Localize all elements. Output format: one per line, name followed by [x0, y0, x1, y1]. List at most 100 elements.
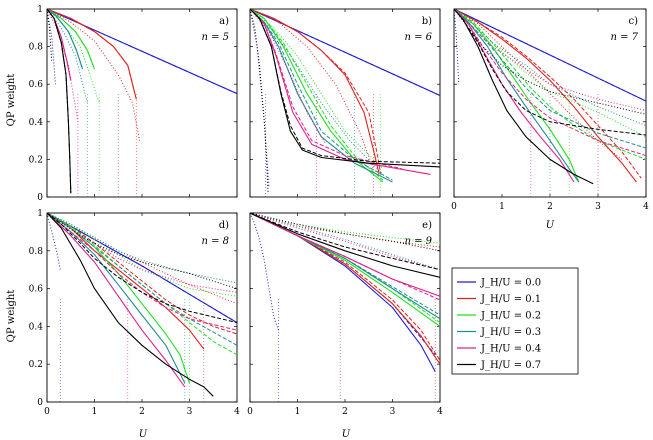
legend-label-J0.1: J_H/U = 0.1	[480, 294, 541, 305]
x-tick-label: 1	[295, 407, 301, 417]
series-dotted-J0.4	[47, 213, 237, 293]
series-solid-J0.4	[250, 213, 440, 297]
series-dotted-J0.3	[250, 213, 440, 271]
legend-label-J0.4: J_H/U = 0.4	[480, 344, 541, 355]
legend-label-J0.0: J_H/U = 0.0	[480, 278, 541, 289]
legend-label-J0.3: J_H/U = 0.3	[480, 327, 541, 338]
series-dotted-J0.3	[47, 213, 237, 284]
y-tick-label: 0.6	[29, 285, 44, 295]
x-tick-label: 3	[390, 407, 396, 417]
series-dotted-J0.0	[47, 213, 61, 270]
y-tick-label: 0.6	[29, 80, 44, 90]
x-tick-label: 3	[595, 202, 601, 212]
series-solid-J0.7	[454, 9, 594, 185]
x-tick-label: 2	[547, 202, 553, 212]
series-solid-J0.4	[454, 9, 575, 183]
xlabel-c: U	[546, 220, 555, 231]
x-tick-label: 2	[342, 407, 348, 417]
x-tick-label: 1	[92, 407, 98, 417]
series-solid-J0.7	[250, 213, 440, 278]
x-tick-label: 4	[643, 202, 649, 212]
series-dotted-J0.2	[250, 9, 384, 170]
x-tick-label: 0	[247, 407, 253, 417]
series-solid-J0.2	[250, 213, 440, 327]
xlabel-e: U	[342, 429, 351, 440]
series-dotted-J0.0	[250, 213, 279, 331]
series-dotted-J0.0	[250, 9, 270, 188]
series-dotted-J0.2	[47, 213, 237, 297]
series-dotted-J0.2	[47, 9, 100, 104]
series-solid-J0.0	[47, 9, 237, 95]
series-solid-J0.7	[47, 9, 72, 194]
ylabel-top: QP weight	[6, 74, 17, 127]
y-tick-label: 0.4	[29, 322, 44, 332]
series-dashed-J0.0	[250, 213, 436, 356]
series-solid-J0.1	[47, 9, 137, 100]
series-dotted-J0.1	[454, 9, 623, 160]
series-dotted-J0.3	[454, 9, 646, 127]
series-group	[250, 213, 440, 402]
series-solid-J0.3	[47, 9, 84, 70]
series-dashed-J0.2	[47, 213, 237, 356]
series-group	[454, 9, 646, 197]
series-dotted-J0.0	[454, 9, 460, 85]
series-dashed-J0.2	[454, 9, 646, 160]
series-dotted-J0.4	[47, 9, 79, 122]
series-dotted-J0.7	[47, 9, 53, 62]
panel-label: c)	[628, 16, 638, 27]
series-dotted-J0.7	[47, 213, 237, 290]
series-dotted-J0.7	[250, 9, 269, 194]
series-solid-J0.2	[47, 9, 96, 70]
y-tick-label: 0.2	[29, 155, 43, 165]
series-solid-J0.0	[454, 9, 646, 102]
series-solid-J0.0	[47, 213, 237, 324]
x-tick-label: 3	[187, 407, 193, 417]
legend-label-J0.2: J_H/U = 0.2	[480, 311, 541, 322]
x-tick-label: 2	[139, 407, 145, 417]
series-group	[47, 9, 237, 197]
x-tick-label: 4	[437, 407, 443, 417]
series-dotted-J0.3	[250, 9, 384, 175]
series-solid-J0.4	[47, 213, 186, 388]
panel-b: b) n = 6	[249, 8, 441, 198]
y-tick-label: 1	[37, 5, 43, 15]
panel-label: d)	[219, 220, 229, 231]
ylabel-bottom: QP weight	[6, 290, 17, 343]
y-tick-label: 0.2	[29, 360, 43, 370]
panel-c: 0 1 2 3 4 c) n = 7	[451, 8, 649, 212]
x-tick-label: 1	[499, 202, 505, 212]
y-tick-label: 0.8	[29, 43, 44, 53]
xlabel-d: U	[139, 429, 148, 440]
panel-label: e)	[422, 220, 432, 231]
series-dotted-J0.4	[454, 9, 646, 111]
y-tick-label: 0	[37, 398, 43, 408]
n-label: n = 8	[201, 236, 229, 247]
series-dotted-J0.3	[47, 9, 88, 104]
series-dashed-J0.7	[454, 9, 646, 136]
x-tick-label: 4	[234, 407, 240, 417]
series-solid-J0.0	[250, 9, 440, 97]
series-solid-J0.2	[47, 213, 191, 384]
panel-d: 0 1 2 3 4 0 0.2 0.4 0.6 0.8 1 d) n = 8	[29, 209, 240, 417]
series-dotted-J0.2	[250, 213, 440, 244]
series-dashed-J0.4	[250, 9, 403, 170]
panel-e: 0 1 2 3 4 e) n = 9	[247, 212, 443, 417]
n-label: n = 7	[610, 32, 638, 43]
series-dashed-J0.7	[47, 213, 237, 324]
series-solid-J0.1	[250, 9, 380, 175]
n-label: n = 5	[201, 32, 229, 43]
y-tick-label: 1	[37, 209, 43, 219]
series-dotted-J0.4	[250, 213, 440, 271]
n-label: n = 6	[404, 32, 432, 43]
series-dashed-J0.1	[250, 9, 382, 175]
panel-label: a)	[219, 16, 229, 27]
x-tick-label: 0	[44, 407, 50, 417]
series-dashed-J0.4	[47, 213, 237, 331]
series-solid-J0.1	[454, 9, 637, 183]
legend-label-J0.7: J_H/U = 0.7	[480, 360, 541, 371]
series-dotted-J0.1	[47, 9, 141, 141]
series-solid-J0.3	[250, 9, 393, 183]
panel-a: 0 0.2 0.4 0.6 0.8 1 a) n = 5	[29, 5, 238, 203]
x-tick-label: 0	[451, 202, 457, 212]
